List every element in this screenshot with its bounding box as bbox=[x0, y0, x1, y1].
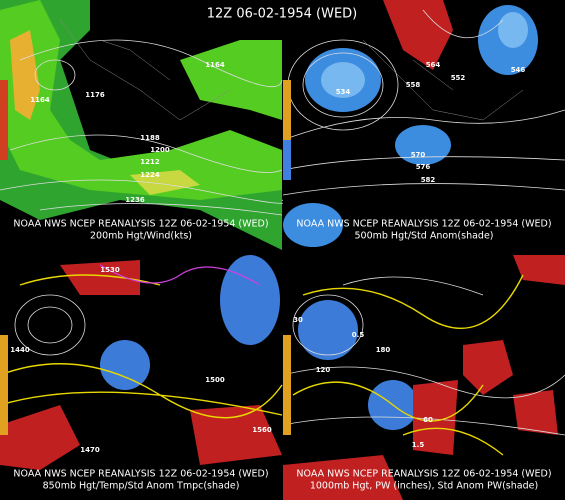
panel-200mb bbox=[0, 0, 286, 250]
anomaly-shade bbox=[100, 340, 150, 390]
contour-label: 1440 bbox=[10, 346, 30, 354]
contour-label: 1560 bbox=[252, 426, 272, 434]
wind-shade bbox=[10, 30, 40, 120]
anomaly-shade bbox=[220, 255, 280, 345]
anomaly-shade bbox=[190, 405, 282, 465]
contour-label: 180 bbox=[376, 346, 391, 354]
contour bbox=[0, 39, 286, 216]
contour-label: 570 bbox=[411, 151, 426, 159]
contour-label: 1212 bbox=[140, 158, 160, 166]
color-bar bbox=[283, 140, 291, 180]
contour-label: 1188 bbox=[140, 134, 160, 142]
temp-contour bbox=[0, 274, 283, 419]
contour bbox=[14, 294, 86, 356]
contour-label: 1164 bbox=[30, 96, 50, 104]
panel-500mb bbox=[282, 0, 565, 250]
anomaly-shade bbox=[463, 340, 513, 395]
anomaly-shade bbox=[298, 300, 358, 360]
contour bbox=[292, 294, 364, 356]
temp-contour bbox=[99, 264, 261, 286]
title: 12Z 06-02-1954 (WED) bbox=[207, 7, 357, 22]
anomaly-shade bbox=[0, 405, 80, 470]
contour-label: 1.5 bbox=[412, 441, 425, 449]
panel-bg bbox=[283, 255, 565, 500]
anomaly-shade bbox=[383, 0, 453, 70]
anomaly-shade bbox=[321, 62, 365, 98]
pw-contour bbox=[292, 274, 524, 456]
contour bbox=[302, 52, 384, 118]
contour-label: 0.5 bbox=[352, 331, 365, 339]
anomaly-shade bbox=[283, 455, 403, 500]
panel-caption: NOAA NWS NCEP REANALYSIS 12Z 06-02-1954 … bbox=[13, 469, 268, 480]
wind-shade bbox=[0, 0, 282, 200]
color-bar bbox=[283, 80, 291, 180]
contour-label: 120 bbox=[316, 366, 331, 374]
panel-subcaption: 500mb Hgt/Std Anom(shade) bbox=[354, 231, 493, 242]
panel-850mb bbox=[0, 255, 283, 500]
panel-subcaption: 200mb Hgt/Wind(kts) bbox=[90, 231, 192, 242]
wind-shade bbox=[180, 40, 282, 120]
contour-label: 534 bbox=[336, 88, 351, 96]
contour-label: 576 bbox=[416, 163, 431, 171]
contour-label: 564 bbox=[426, 61, 441, 69]
panel-1000mb bbox=[282, 255, 565, 500]
contour-label: 1530 bbox=[100, 266, 120, 274]
anomaly-shade bbox=[283, 203, 343, 247]
panel-subcaption: 1000mb Hgt, PW (inches), Std Anom PW(sha… bbox=[310, 481, 538, 492]
panel-caption: NOAA NWS NCEP REANALYSIS 12Z 06-02-1954 … bbox=[296, 219, 551, 230]
contour-label: 1236 bbox=[125, 196, 145, 204]
anomaly-shade bbox=[395, 125, 451, 165]
color-bar bbox=[0, 80, 8, 160]
panel-caption: NOAA NWS NCEP REANALYSIS 12Z 06-02-1954 … bbox=[296, 469, 551, 480]
anomaly-shade bbox=[513, 255, 565, 285]
anomaly-shade bbox=[513, 390, 558, 435]
anomaly-shade bbox=[498, 12, 528, 48]
contour-label: 1176 bbox=[85, 91, 105, 99]
contour-label: 552 bbox=[451, 74, 466, 82]
contour-label: 60 bbox=[423, 416, 433, 424]
contour-label: 1500 bbox=[205, 376, 225, 384]
contour-label: 582 bbox=[421, 176, 436, 184]
coastline bbox=[59, 19, 231, 121]
coastline bbox=[362, 39, 524, 121]
contour-label: 1200 bbox=[150, 146, 170, 154]
color-bar bbox=[283, 335, 291, 435]
contour-label: 1470 bbox=[80, 446, 100, 454]
panel-subcaption: 850mb Hgt/Temp/Std Anom Tmpc(shade) bbox=[43, 481, 240, 492]
contour-label: 546 bbox=[511, 66, 526, 74]
contour bbox=[282, 276, 565, 436]
contour-label: 558 bbox=[406, 81, 421, 89]
panel-caption: NOAA NWS NCEP REANALYSIS 12Z 06-02-1954 … bbox=[13, 219, 268, 230]
anomaly-shade bbox=[60, 260, 140, 295]
contour-label: 1224 bbox=[140, 171, 160, 179]
contour bbox=[27, 306, 73, 344]
wind-shade bbox=[130, 170, 200, 195]
color-bar bbox=[0, 335, 8, 435]
contour-label: 1164 bbox=[205, 61, 225, 69]
contour bbox=[34, 59, 76, 91]
contour-label: 30 bbox=[293, 316, 303, 324]
anomaly-shade bbox=[413, 380, 458, 455]
contour bbox=[282, 9, 565, 196]
